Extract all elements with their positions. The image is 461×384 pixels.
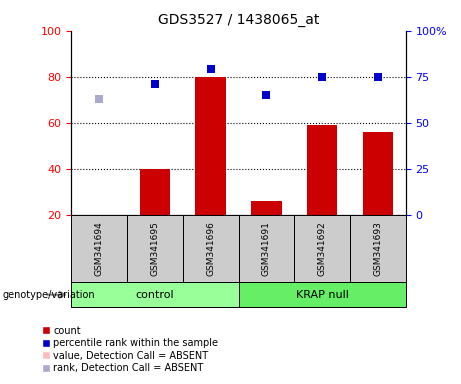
Point	[319, 74, 326, 80]
Bar	[127, 215, 183, 282]
Legend: count, percentile rank within the sample, value, Detection Call = ABSENT, rank, : count, percentile rank within the sample…	[42, 326, 219, 373]
Point	[207, 66, 214, 73]
Bar	[294, 215, 350, 282]
Bar	[238, 282, 406, 307]
Point	[151, 81, 159, 87]
Title: GDS3527 / 1438065_at: GDS3527 / 1438065_at	[158, 13, 319, 27]
Point	[95, 96, 103, 102]
Bar	[195, 77, 226, 215]
Bar	[71, 282, 239, 307]
Bar	[251, 201, 282, 215]
Text: GSM341693: GSM341693	[373, 221, 382, 276]
Point	[263, 92, 270, 98]
Bar	[362, 132, 393, 215]
Bar	[350, 215, 406, 282]
Point	[374, 74, 382, 80]
Text: genotype/variation: genotype/variation	[2, 290, 95, 300]
Text: GSM341696: GSM341696	[206, 221, 215, 276]
Bar	[71, 215, 127, 282]
Bar	[140, 169, 170, 215]
Text: control: control	[136, 290, 174, 300]
Text: GSM341695: GSM341695	[150, 221, 160, 276]
Text: KRAP null: KRAP null	[296, 290, 349, 300]
Text: GSM341694: GSM341694	[95, 221, 104, 276]
Text: GSM341691: GSM341691	[262, 221, 271, 276]
Bar	[238, 215, 294, 282]
Bar	[307, 125, 337, 215]
Text: GSM341692: GSM341692	[318, 221, 327, 276]
Bar	[183, 215, 238, 282]
